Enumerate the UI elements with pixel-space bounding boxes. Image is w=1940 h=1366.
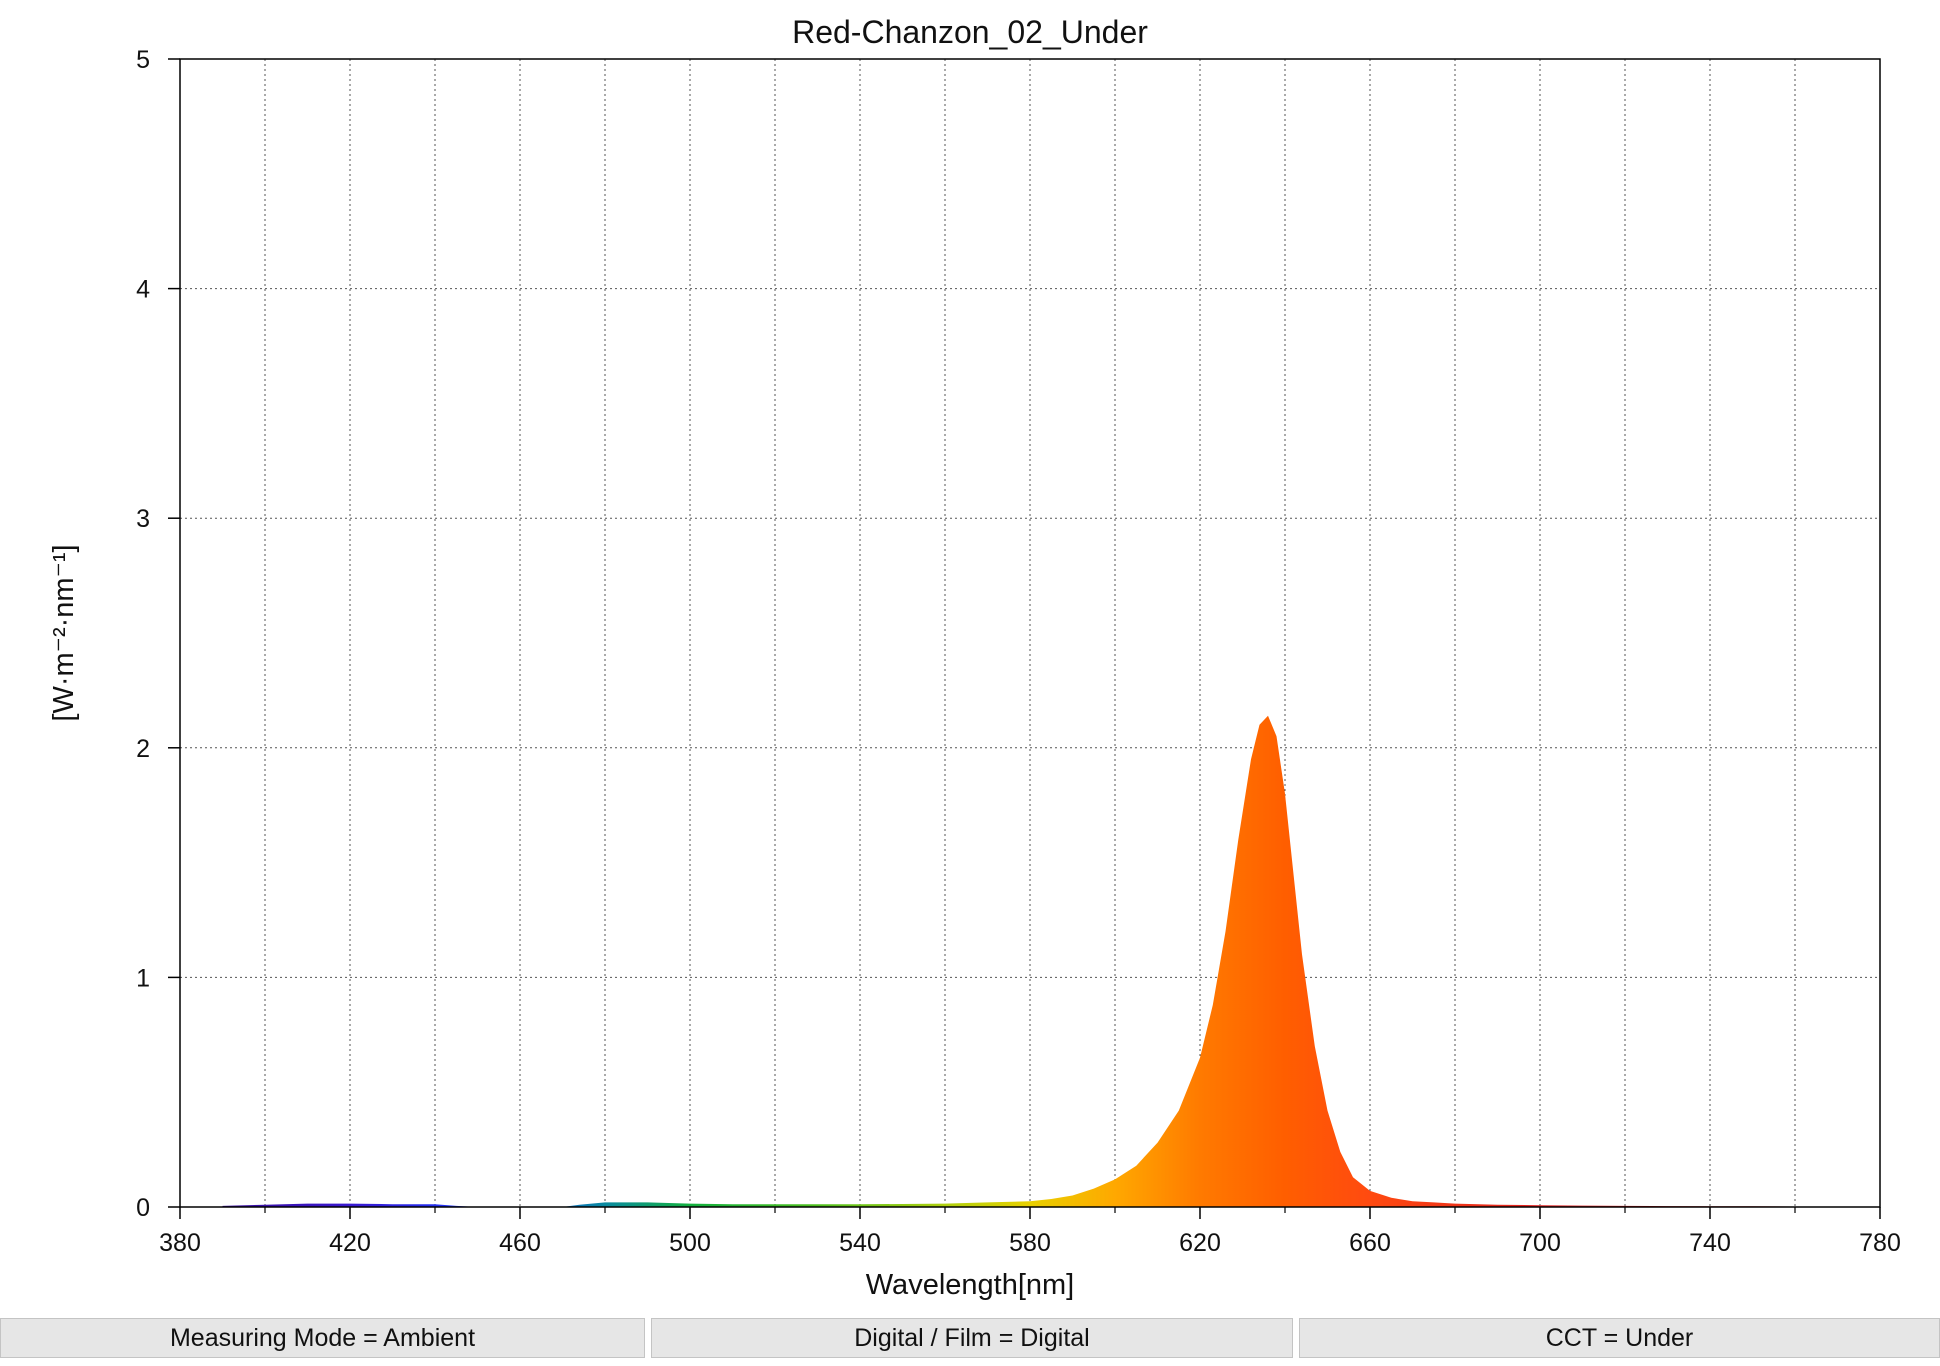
x-tick-label: 500: [669, 1229, 711, 1257]
y-tick-label: 4: [136, 276, 150, 304]
y-tick-label: 1: [136, 964, 150, 992]
y-tick-label: 3: [136, 505, 150, 533]
x-tick-label: 780: [1859, 1229, 1901, 1257]
spectrum-chart: Red-Chanzon_02_Under 380 420 460 500 540 580 6…: [48, 14, 1901, 1301]
y-axis: 0 1 2 3 4 5: [136, 46, 180, 1222]
spectrum-area: [222, 715, 1880, 1207]
x-tick-label: 420: [329, 1229, 371, 1257]
y-axis-label: [W·m⁻²·nm⁻¹]: [48, 544, 80, 721]
x-tick-label: 700: [1519, 1229, 1561, 1257]
grid-lines: [180, 59, 1880, 1207]
x-tick-label: 540: [839, 1229, 881, 1257]
measuring-mode-field: Measuring Mode = Ambient: [0, 1318, 645, 1358]
digital-film-field: Digital / Film = Digital: [651, 1318, 1293, 1358]
x-tick-label: 580: [1009, 1229, 1051, 1257]
x-axis-label: Wavelength[nm]: [866, 1269, 1074, 1301]
x-tick-label: 660: [1349, 1229, 1391, 1257]
x-tick-label: 740: [1689, 1229, 1731, 1257]
cct-field: CCT = Under: [1299, 1318, 1940, 1358]
y-tick-label: 5: [136, 46, 150, 74]
status-bar: Measuring Mode = Ambient Digital / Film …: [0, 1318, 1940, 1362]
y-tick-label: 2: [136, 735, 150, 763]
x-tick-label: 460: [499, 1229, 541, 1257]
x-axis: 380 420 460 500 540 580 620 660 700 740 780: [159, 1207, 1901, 1257]
chart-title: Red-Chanzon_02_Under: [792, 14, 1148, 50]
x-tick-label: 380: [159, 1229, 201, 1257]
x-tick-label: 620: [1179, 1229, 1221, 1257]
y-tick-label: 0: [136, 1194, 150, 1222]
